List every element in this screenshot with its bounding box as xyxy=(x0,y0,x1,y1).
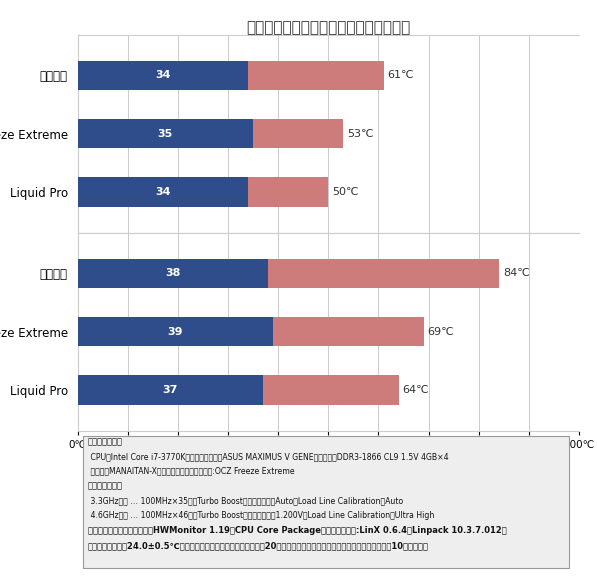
Text: 35: 35 xyxy=(158,129,173,139)
Bar xyxy=(268,259,499,288)
Text: CPU：Intel Core i7-3770K、マザーボード：ASUS MAXIMUS V GENE、メモリ：DDR3-1866 CL9 1.5V 4GB×4: CPU：Intel Core i7-3770K、マザーボード：ASUS MAXI… xyxy=(88,452,448,461)
Bar xyxy=(248,177,328,206)
Text: 64℃: 64℃ xyxy=(402,385,429,395)
Text: 34: 34 xyxy=(155,187,171,197)
Bar xyxy=(78,177,248,206)
Text: グリスの塗り替えによる温度変化の検証: グリスの塗り替えによる温度変化の検証 xyxy=(246,20,411,35)
Text: 34: 34 xyxy=(155,71,171,80)
Text: 「測定条件」室温24.0±0.5℃、ロード時温度：負荷テスト開始かも20分後の温度、アイドル時温度：負荷テスト停止かも10分後の温度: 「測定条件」室温24.0±0.5℃、ロード時温度：負荷テスト開始かも20分後の温… xyxy=(88,541,429,550)
Text: 38: 38 xyxy=(165,269,180,279)
Bar xyxy=(78,119,253,149)
Bar xyxy=(248,61,383,90)
Text: 「テスト設定」: 「テスト設定」 xyxy=(88,481,122,491)
Bar xyxy=(78,317,273,346)
Text: 61℃: 61℃ xyxy=(387,71,414,80)
Text: 「使用ソフトウェア」測定：HWMonitor 1.19（CPU Core Package）、負荷テスト:LinX 0.6.4（Linpack 10.3.7.01: 「使用ソフトウェア」測定：HWMonitor 1.19（CPU Core Pac… xyxy=(88,526,506,535)
Bar xyxy=(253,119,343,149)
Text: 84℃: 84℃ xyxy=(503,269,530,279)
Bar xyxy=(263,376,399,405)
Text: 3.3GHz設定 … 100MHz×35倍、Turbo Boost：無効、電圧：Auto、Load Line Calibration：Auto: 3.3GHz設定 … 100MHz×35倍、Turbo Boost：無効、電圧：… xyxy=(88,497,403,506)
Text: 37: 37 xyxy=(163,385,178,395)
Text: 4.6GHz設定 … 100MHz×46倍、Turbo Boost：無効、電圧：1.200V、Load Line Calibration：Ultra High: 4.6GHz設定 … 100MHz×46倍、Turbo Boost：無効、電圧：… xyxy=(88,512,434,520)
Text: 50℃: 50℃ xyxy=(333,187,359,197)
FancyBboxPatch shape xyxy=(82,436,569,568)
Bar xyxy=(78,61,248,90)
Text: 69℃: 69℃ xyxy=(427,327,454,337)
Text: 53℃: 53℃ xyxy=(347,129,374,139)
Bar xyxy=(78,376,263,405)
Bar xyxy=(78,259,268,288)
Text: 「テスト機材」: 「テスト機材」 xyxy=(88,437,122,446)
Text: ケース：MANAITAN-X（バラック組み）、グリス:OCZ Freeze Extreme: ケース：MANAITAN-X（バラック組み）、グリス:OCZ Freeze Ex… xyxy=(88,467,294,476)
Bar xyxy=(273,317,424,346)
Text: 39: 39 xyxy=(168,327,183,337)
